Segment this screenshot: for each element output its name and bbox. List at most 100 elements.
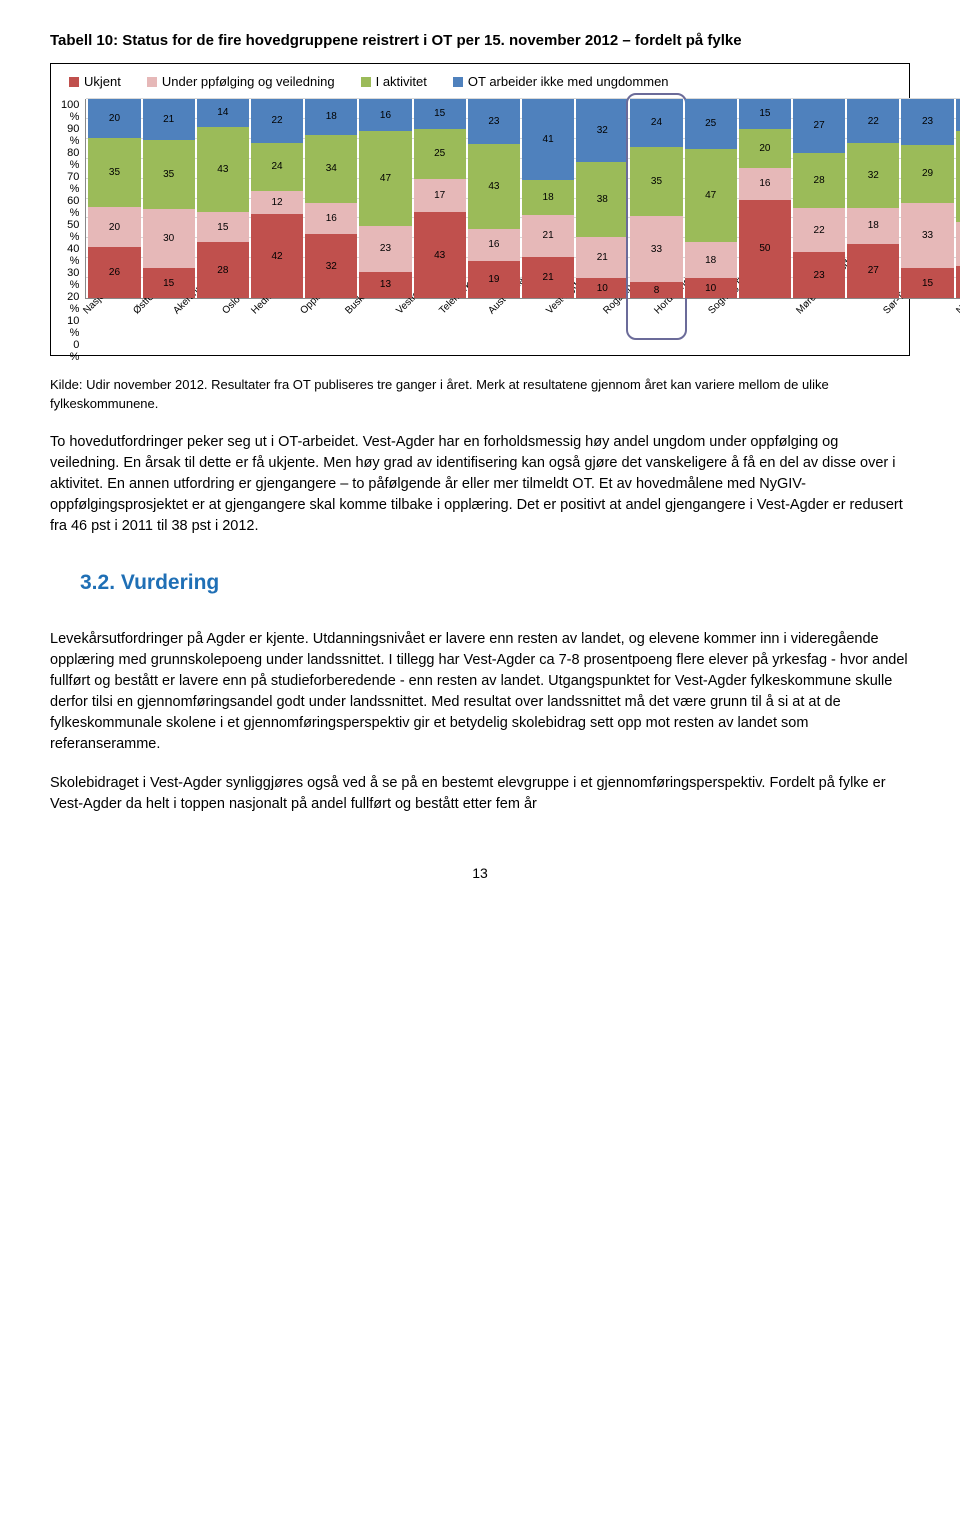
bar-segment: 47 [359,131,411,225]
y-tick: 90 % [61,123,79,147]
bar-segment: 32 [847,143,899,207]
bar-segment: 50 [739,200,791,299]
bar-segment: 21 [522,215,574,256]
chart-plot: 2620352015303521281543144212242232163418… [85,99,960,299]
bar-segment: 18 [305,99,357,135]
bar-segment: 30 [143,209,195,268]
bar-segment: 35 [143,140,195,209]
bar-segment: 26 [88,247,140,298]
bar-segment: 28 [197,242,249,298]
y-tick: 0 % [61,339,79,363]
bar-segment: 27 [847,244,899,298]
table-title: Tabell 10: Status for de fire hovedgrupp… [50,30,910,51]
bar-segment: 12 [251,191,303,215]
legend-item: OT arbeider ikke med ungdommen [453,74,669,89]
legend-swatch [69,77,79,87]
bar-segment: 24 [630,99,682,147]
bar-segment: 34 [305,135,357,203]
paragraph-1: To hovedutfordringer peker seg ut i OT-a… [50,432,910,537]
chart-bar: 10213832 [576,99,628,298]
bar-segment: 43 [414,212,466,298]
y-tick: 30 % [61,267,79,291]
bar-segment: 20 [739,129,791,168]
bar-segment: 15 [901,268,953,298]
chart-bar: 15303521 [143,99,195,298]
chart-bar: 10184725 [685,99,737,298]
bar-segment: 10 [576,278,628,298]
y-tick: 70 % [61,171,79,195]
legend-item: I aktivitet [361,74,427,89]
x-axis: NasjonaltØstfoldAkershusOsloHedmarkOppla… [85,303,960,343]
bar-segment: 20 [88,99,140,138]
legend-item: Ukjent [69,74,121,89]
bar-segment: 35 [630,147,682,217]
chart-bar: 13234716 [359,99,411,298]
bar-segment: 38 [576,162,628,237]
bar-segment: 16 [956,99,960,131]
chart-bar: 19164323 [468,99,520,298]
legend-swatch [147,77,157,87]
bar-segment: 25 [685,99,737,149]
bar-segment: 32 [305,234,357,298]
legend-label: Ukjent [84,74,121,89]
bar-segment: 18 [685,242,737,278]
chart-bar: 15332923 [901,99,953,298]
bar-segment: 10 [685,278,737,298]
bar-segment: 16 [956,266,960,298]
bar-segment: 21 [576,237,628,278]
chart-bar: 26203520 [88,99,140,298]
bar-segment: 8 [630,282,682,298]
bar-segment: 18 [522,180,574,215]
legend-swatch [361,77,371,87]
bar-segment: 47 [685,149,737,243]
bar-segment: 19 [468,261,520,298]
y-tick: 40 % [61,243,79,267]
legend-label: I aktivitet [376,74,427,89]
legend-label: OT arbeider ikke med ungdommen [468,74,669,89]
bar-segment: 16 [305,203,357,235]
y-tick: 50 % [61,219,79,243]
bar-segment: 32 [576,99,628,162]
bar-segment: 41 [522,99,574,180]
bar-segment: 20 [88,207,140,246]
bar-segment: 21 [522,257,574,298]
bar-segment: 15 [414,99,466,129]
bar-segment: 24 [251,143,303,191]
paragraph-3: Skolebidraget i Vest-Agder synliggjøres … [50,773,910,815]
chart-bar: 50162015 [739,99,791,298]
legend-swatch [453,77,463,87]
bar-segment: 22 [847,99,899,143]
bar-segment: 35 [88,138,140,207]
bar-segment: 25 [414,129,466,179]
chart-source: Kilde: Udir november 2012. Resultater fr… [50,376,910,414]
bar-segment: 17 [414,179,466,213]
chart-legend: Ukjent Under ppfølging og veiledning I akt… [61,74,899,89]
chart-bar: 23222827 [793,99,845,298]
y-tick: 100 % [61,99,79,123]
bar-segment: 16 [468,229,520,261]
bar-segment: 16 [739,168,791,200]
bar-segment: 43 [468,144,520,229]
bar-segment: 22 [956,222,960,266]
page-number: 13 [50,865,910,881]
bar-segment: 23 [901,99,953,145]
y-axis: 100 %90 %80 %70 %60 %50 %40 %30 %20 %10 … [61,99,85,303]
chart-bar: 32163418 [305,99,357,298]
chart-bar: 42122422 [251,99,303,298]
bar-segment: 23 [468,99,520,144]
chart-bar: 16224616 [956,99,960,298]
bar-segment: 15 [197,212,249,242]
bar-segment: 16 [359,99,411,131]
bar-segment: 14 [197,99,249,127]
legend-label: Under ppfølging og veiledning [162,74,335,89]
chart-area: 100 %90 %80 %70 %60 %50 %40 %30 %20 %10 … [61,99,899,349]
legend-item: Under ppfølging og veiledning [147,74,335,89]
section-heading: 3.2. Vurdering [80,571,910,595]
bar-segment: 33 [630,216,682,282]
bar-segment: 22 [251,99,303,143]
y-tick: 80 % [61,147,79,171]
bar-segment: 29 [901,145,953,203]
chart-bar: 28154314 [197,99,249,298]
y-tick: 10 % [61,315,79,339]
bar-segment: 18 [847,208,899,244]
